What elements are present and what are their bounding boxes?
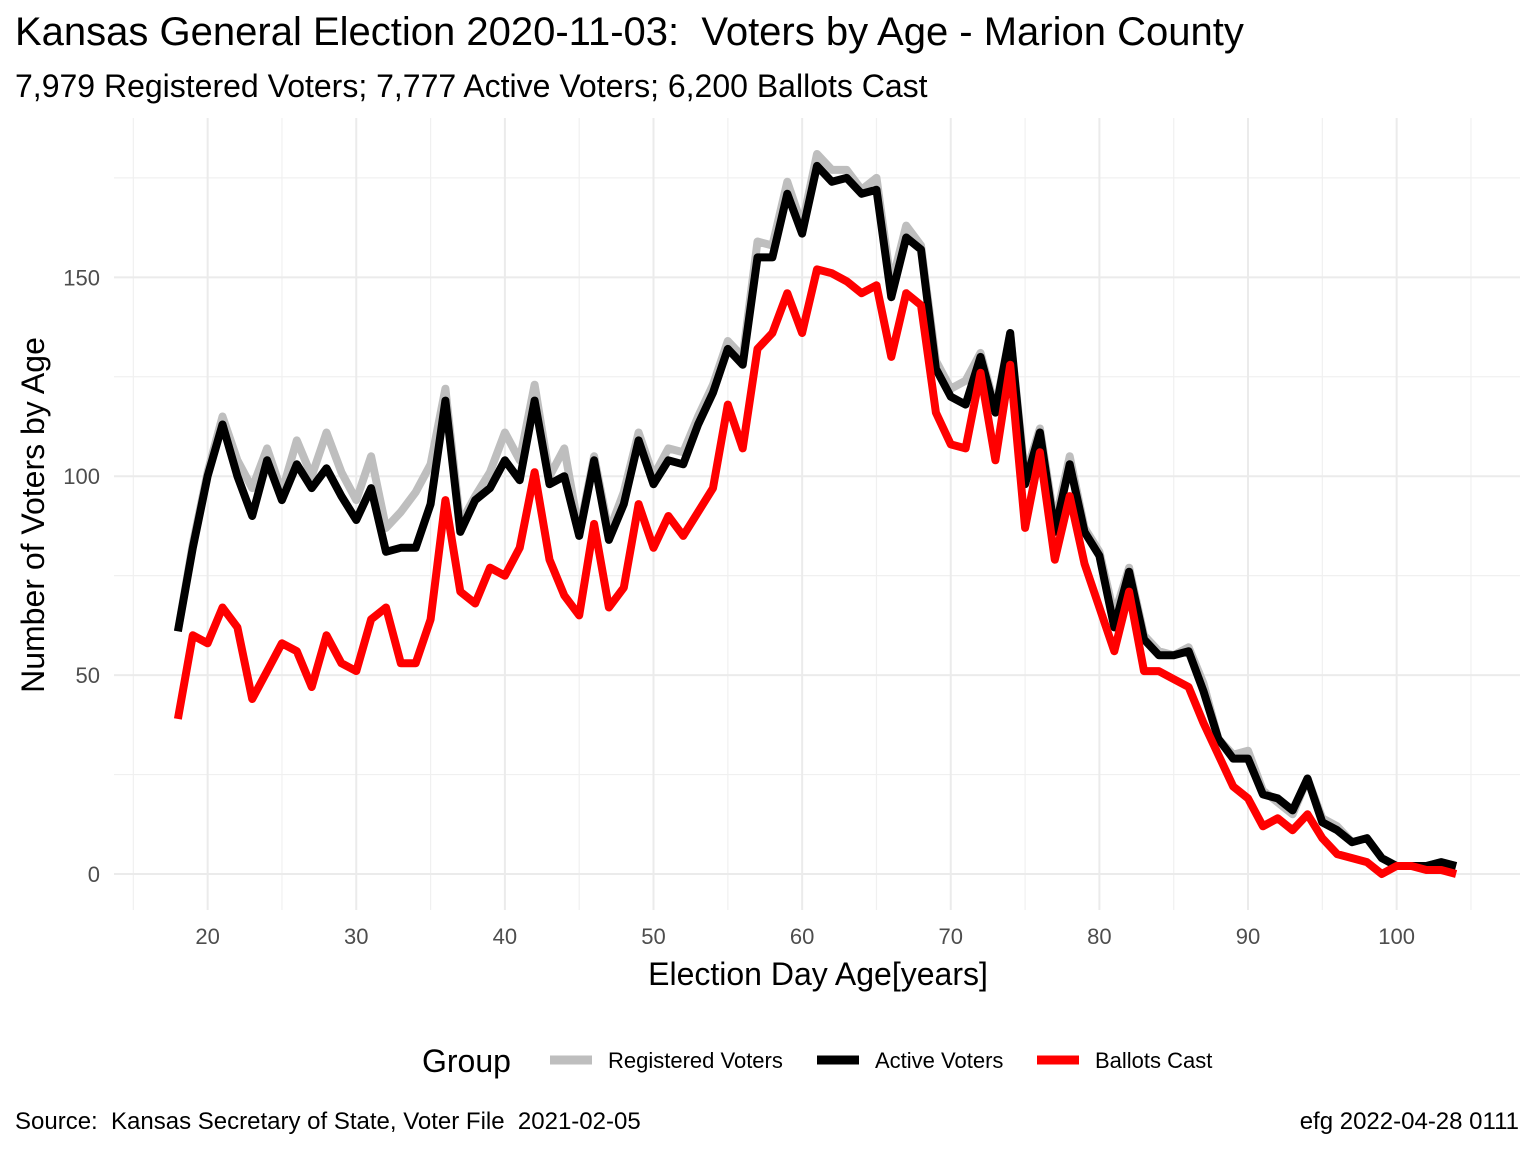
legend-label: Registered Voters [608, 1048, 783, 1073]
series-line-active-voters [173, 161, 1458, 870]
series-line-registered-voters [173, 150, 1458, 870]
source-caption: Source: Kansas Secretary of State, Voter… [15, 1108, 641, 1135]
chart-title: Kansas General Election 2020-11-03: Vote… [15, 10, 1244, 54]
y-axis-ticks: 0 50 100 150 [63, 265, 100, 887]
y-tick-label: 100 [63, 464, 100, 489]
x-tick-label: 100 [1378, 924, 1415, 949]
legend-label: Ballots Cast [1095, 1048, 1212, 1073]
x-axis-title: Election Day Age[years] [648, 956, 988, 992]
y-tick-label: 50 [76, 663, 100, 688]
legend: Group Registered Voters Active Voters Ball… [422, 1043, 1212, 1079]
x-tick-label: 50 [641, 924, 665, 949]
x-tick-label: 60 [790, 924, 814, 949]
x-tick-label: 30 [344, 924, 368, 949]
grid-lines [114, 118, 1520, 910]
series-lines [173, 150, 1458, 878]
y-tick-label: 150 [63, 265, 100, 290]
legend-label: Active Voters [875, 1048, 1003, 1073]
x-tick-label: 90 [1236, 924, 1260, 949]
chart-subtitle: 7,979 Registered Voters; 7,777 Active Vo… [15, 68, 928, 104]
y-axis-title: Number of Voters by Age [15, 337, 51, 693]
x-tick-label: 80 [1087, 924, 1111, 949]
x-tick-label: 40 [493, 924, 517, 949]
legend-title: Group [422, 1043, 511, 1079]
series-line-ballots-cast [173, 265, 1458, 878]
x-tick-label: 20 [195, 924, 219, 949]
y-tick-label: 0 [88, 862, 100, 887]
x-tick-label: 70 [939, 924, 963, 949]
credit-caption: efg 2022-04-28 0111 [1299, 1108, 1519, 1135]
x-axis-ticks: 20 30 40 50 60 70 80 90 100 [195, 924, 1415, 949]
